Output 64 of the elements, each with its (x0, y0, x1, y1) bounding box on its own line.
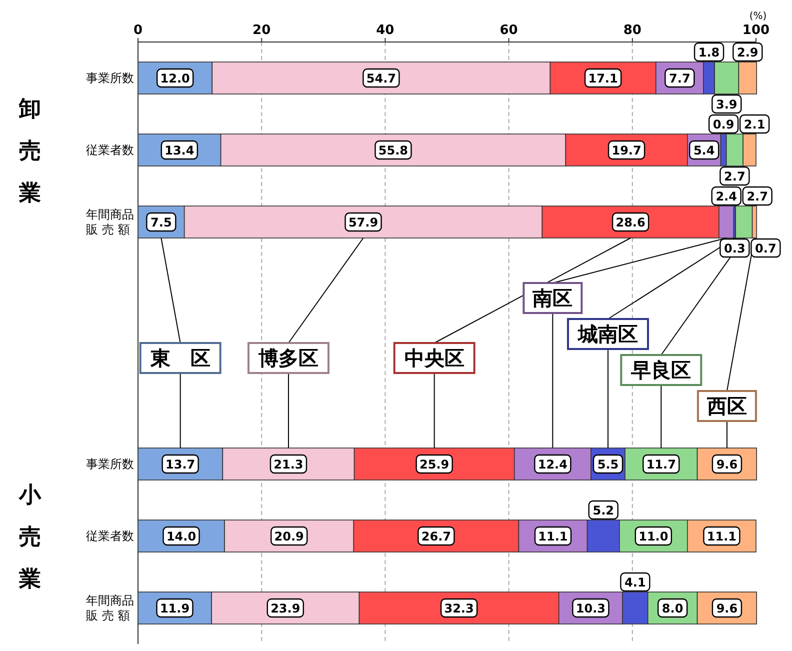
y-tick-label: 従業者数 (86, 143, 134, 157)
data-label: 26.7 (421, 530, 451, 544)
data-label: 12.4 (538, 458, 568, 472)
data-label: 4.1 (624, 576, 646, 590)
data-label: 0.3 (724, 242, 746, 256)
data-label: 19.7 (612, 144, 642, 158)
data-label: 2.7 (746, 190, 768, 204)
data-label: 1.8 (698, 46, 720, 60)
text: 城南区 (576, 322, 638, 346)
data-label: 13.4 (164, 144, 194, 158)
data-label: 11.9 (160, 602, 190, 616)
y-tick-label: 従業者数 (86, 529, 134, 543)
data-label: 25.9 (420, 458, 450, 472)
data-label: 5.2 (592, 504, 614, 518)
y-tick-label: 事業所数 (86, 457, 134, 471)
data-label: 17.1 (588, 72, 618, 86)
text: 南区 (532, 286, 573, 310)
data-label: 20.9 (274, 530, 304, 544)
data-label: 10.3 (576, 602, 606, 616)
text: 中央区 (404, 346, 464, 370)
data-label: 0.9 (712, 118, 734, 132)
text: 東 区 (149, 346, 210, 370)
data-label: 2.9 (737, 46, 758, 60)
data-label: 57.9 (348, 216, 378, 230)
data-label: 21.3 (274, 458, 304, 472)
data-label: 3.9 (716, 98, 738, 112)
text: 小売業 (18, 483, 42, 592)
data-label: 11.0 (638, 530, 668, 544)
data-label: 9.6 (716, 458, 738, 472)
data-label: 8.0 (662, 602, 684, 616)
data-label: 11.1 (538, 530, 568, 544)
data-label: 13.7 (166, 458, 196, 472)
data-label: 5.4 (693, 144, 715, 158)
data-label: 14.0 (166, 530, 196, 544)
x-tick-label: 80 (623, 23, 642, 38)
data-label: 2.4 (716, 190, 737, 204)
data-label: 54.7 (366, 72, 396, 86)
series-label: 西区 (706, 394, 747, 418)
data-label: 0.7 (755, 242, 776, 256)
text: 早良区 (630, 358, 692, 382)
text: 卸売業 (18, 97, 41, 206)
data-label: 7.7 (669, 72, 690, 86)
y-tick-label: 年間商品販売額 (86, 594, 134, 622)
y-tick-label: 事業所数 (86, 71, 134, 85)
data-label: 11.7 (646, 458, 676, 472)
data-label: 55.8 (378, 144, 408, 158)
data-label: 7.5 (150, 216, 172, 230)
x-tick-label: 100 (742, 23, 770, 38)
x-tick-label: 40 (376, 23, 394, 38)
data-label: 23.9 (270, 602, 300, 616)
data-label: 9.6 (716, 602, 738, 616)
data-label: 12.0 (160, 72, 190, 86)
y-tick-label: 年間商品販売額 (86, 208, 134, 236)
data-label: 11.1 (706, 530, 737, 544)
data-label: 2.1 (744, 118, 766, 132)
data-label: 2.7 (724, 170, 746, 184)
x-axis-title: (%) (749, 11, 767, 22)
text: 博多区 (257, 346, 318, 370)
x-tick-label: 20 (252, 23, 271, 38)
data-label: 28.6 (616, 216, 646, 230)
data-label: 5.5 (597, 458, 619, 472)
x-tick-label: 60 (500, 23, 518, 38)
x-tick-label: 0 (133, 23, 143, 38)
data-label: 32.3 (444, 602, 474, 616)
